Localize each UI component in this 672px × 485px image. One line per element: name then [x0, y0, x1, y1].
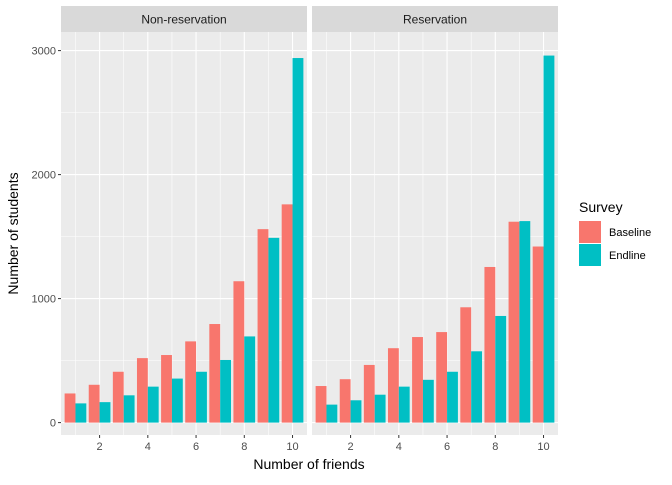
legend-swatch-baseline — [579, 221, 601, 243]
x-tick-label: 10 — [286, 441, 298, 453]
bar-baseline-8 — [233, 281, 245, 423]
bar-endline-4 — [147, 386, 159, 423]
legend-label-endline: Endline — [609, 250, 646, 262]
x-tick-label: 8 — [241, 441, 247, 453]
bar-endline-2 — [99, 402, 111, 423]
x-tick-label: 10 — [537, 441, 549, 453]
legend-entry-baseline: Baseline — [579, 221, 651, 243]
bar-endline-10 — [543, 55, 555, 423]
bar-endline-7 — [471, 351, 483, 423]
bar-endline-1 — [326, 404, 338, 423]
strip-background — [61, 6, 307, 32]
bar-baseline-7 — [460, 307, 472, 423]
bar-endline-8 — [244, 336, 256, 423]
bar-endline-7 — [220, 359, 232, 423]
bar-endline-10 — [292, 58, 304, 423]
legend-title: Survey — [579, 199, 623, 215]
panel-bars — [64, 58, 304, 423]
bar-endline-4 — [398, 386, 410, 423]
x-axis: 2 4 6 8 10 2 4 6 8 10 — [97, 435, 550, 453]
bar-baseline-7 — [209, 324, 221, 423]
bar-baseline-6 — [436, 332, 448, 423]
y-tick-label: 1000 — [32, 294, 56, 306]
panel-bars — [315, 55, 555, 423]
bar-endline-9 — [268, 237, 280, 423]
bar-baseline-9 — [257, 229, 269, 423]
x-axis-title: Number of friends — [253, 456, 364, 472]
bar-endline-6 — [196, 371, 207, 423]
bar-baseline-1 — [64, 393, 76, 423]
x-tick-label: 8 — [492, 441, 498, 453]
x-tick-label: 2 — [348, 441, 354, 453]
strip-background — [312, 6, 558, 32]
bar-endline-8 — [495, 315, 507, 423]
bar-baseline-5 — [412, 337, 423, 423]
bar-endline-6 — [447, 371, 458, 423]
bar-endline-1 — [75, 403, 87, 423]
x-tick-label: 4 — [145, 441, 151, 453]
bar-baseline-8 — [484, 266, 496, 423]
bar-baseline-10 — [532, 246, 544, 423]
y-tick-label: 3000 — [32, 46, 56, 58]
x-tick-label: 6 — [193, 441, 199, 453]
panel-reservation: Reservation — [312, 6, 558, 435]
x-tick-label: 6 — [444, 441, 450, 453]
bar-baseline-2 — [339, 379, 351, 423]
legend-entry-endline: Endline — [579, 244, 646, 266]
bar-baseline-2 — [88, 384, 100, 423]
bar-endline-3 — [374, 394, 386, 423]
bar-baseline-5 — [161, 355, 172, 423]
bar-baseline-10 — [281, 204, 293, 423]
bar-endline-2 — [350, 400, 362, 423]
legend-label-baseline: Baseline — [609, 227, 651, 239]
y-axis: 0 1000 2000 3000 — [32, 46, 61, 430]
strip-label: Non-reservation — [141, 13, 226, 27]
bar-endline-5 — [171, 378, 183, 423]
bar-endline-3 — [123, 395, 135, 423]
bar-baseline-4 — [387, 348, 399, 423]
bar-endline-9 — [519, 221, 531, 423]
bar-baseline-3 — [112, 371, 124, 423]
y-axis-title: Number of students — [5, 172, 21, 294]
x-tick-label: 2 — [97, 441, 103, 453]
y-tick-label: 0 — [50, 418, 56, 430]
bar-baseline-6 — [185, 341, 197, 423]
bar-endline-5 — [422, 379, 434, 423]
bar-baseline-4 — [136, 358, 148, 423]
legend-swatch-endline — [579, 244, 601, 266]
panel-non-reservation: Non-reservation — [61, 6, 307, 435]
bar-baseline-3 — [363, 364, 375, 423]
x-tick-label: 4 — [396, 441, 402, 453]
legend: Survey Baseline Endline — [579, 199, 651, 266]
y-tick-label: 2000 — [32, 170, 56, 182]
strip-label: Reservation — [403, 13, 467, 27]
panel-grid — [61, 32, 307, 435]
bar-baseline-9 — [508, 221, 520, 423]
bar-baseline-1 — [315, 386, 327, 423]
